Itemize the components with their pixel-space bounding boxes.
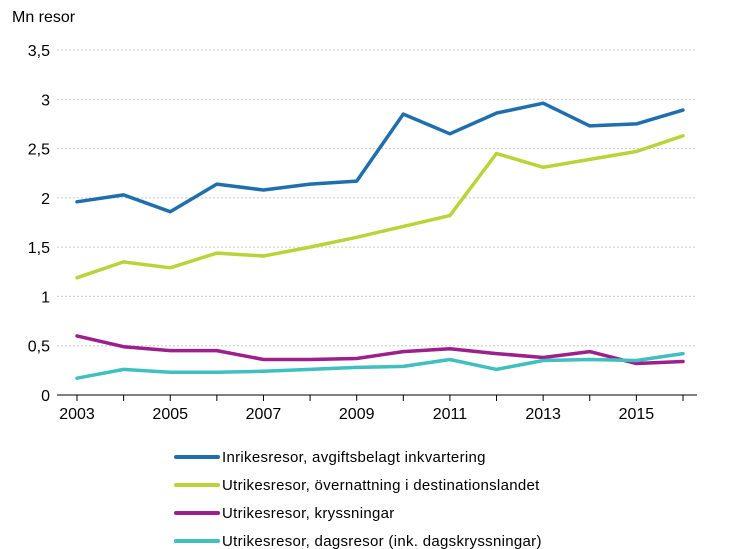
y-tick-label: 0: [41, 388, 50, 405]
y-tick-label: 3: [41, 92, 50, 109]
x-tick-label: 2015: [619, 406, 655, 423]
x-tick-label: 2003: [59, 406, 95, 423]
series-line-2: [75, 134, 685, 280]
y-tick-label: 2,5: [28, 142, 50, 159]
legend-label-4: Utrikesresor, dagsresor (ink. dagskryssn…: [222, 533, 542, 549]
legend-label-2: Utrikesresor, övernattning i destination…: [222, 477, 540, 494]
x-tick-label: 2007: [246, 406, 282, 423]
legend-label-1: Inrikesresor, avgiftsbelagt inkvartering: [222, 449, 486, 466]
y-tick-label: 3,5: [28, 43, 50, 60]
y-tick-label: 1: [41, 289, 50, 306]
x-tick-label: 2013: [525, 406, 561, 423]
y-tick-label: 1,5: [28, 240, 50, 257]
x-tick-label: 2005: [152, 406, 188, 423]
series-line-4: [75, 351, 685, 380]
series-line-1: [75, 101, 685, 214]
x-tick-label: 2011: [433, 406, 468, 423]
x-tick-label: 2009: [339, 406, 375, 423]
y-axis-title: Mn resor: [12, 9, 76, 26]
series-line-3: [75, 334, 685, 366]
y-tick-label: 0,5: [28, 339, 50, 356]
y-tick-label: 2: [41, 191, 50, 208]
legend-label-3: Utrikesresor, kryssningar: [222, 505, 395, 522]
